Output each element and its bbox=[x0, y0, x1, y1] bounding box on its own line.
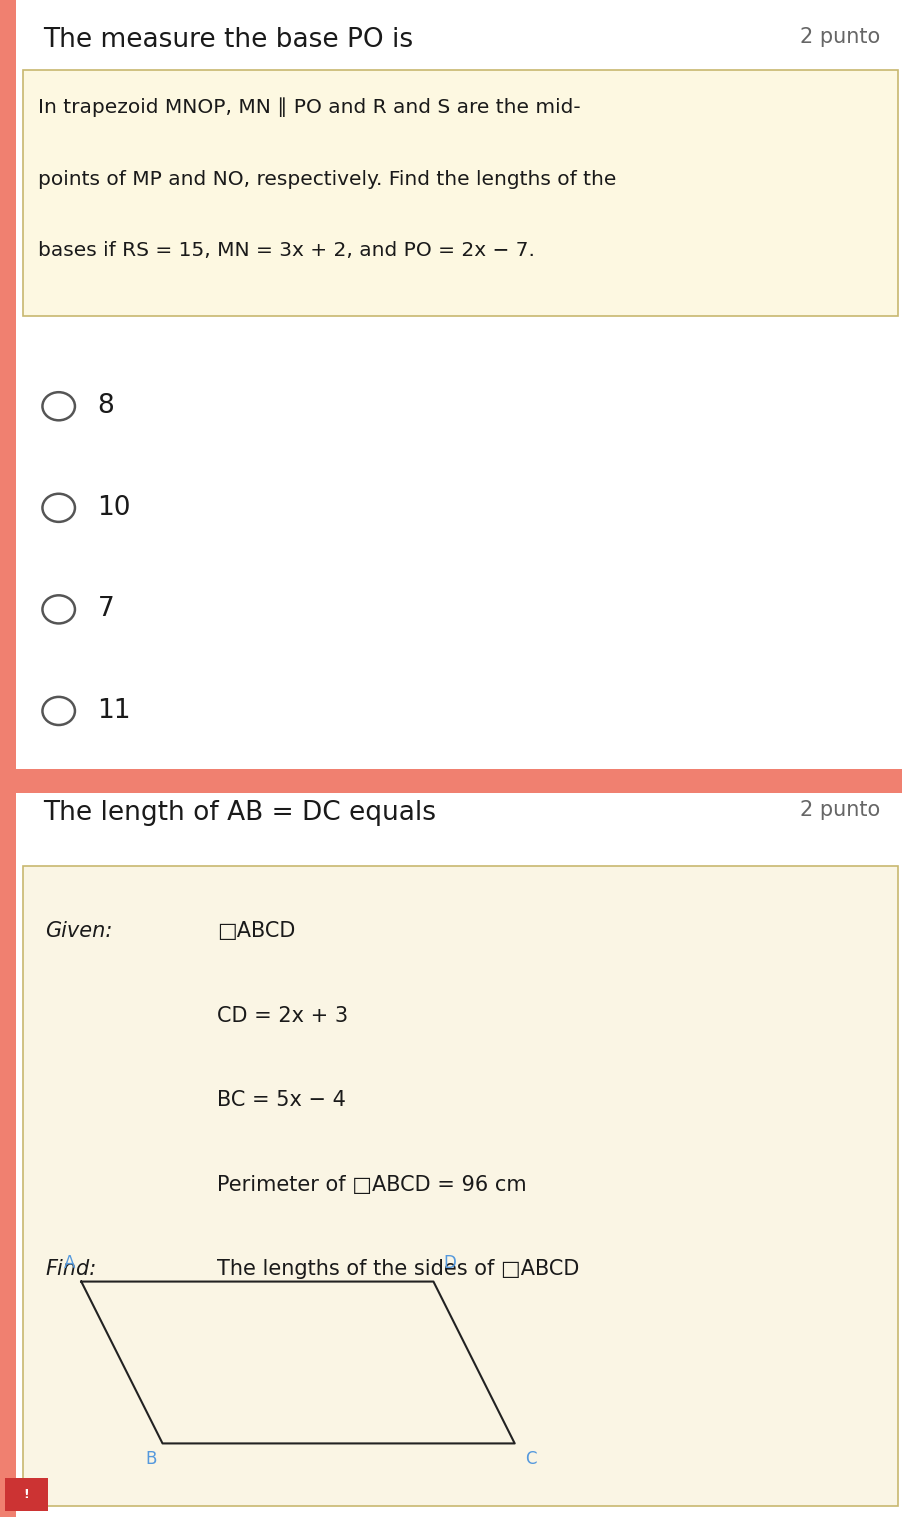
Text: CD = 2x + 3: CD = 2x + 3 bbox=[216, 1006, 347, 1025]
Text: □ABCD: □ABCD bbox=[216, 921, 295, 941]
Text: 7: 7 bbox=[97, 596, 115, 622]
Text: The lengths of the sides of □ABCD: The lengths of the sides of □ABCD bbox=[216, 1259, 578, 1279]
Text: B: B bbox=[145, 1450, 156, 1468]
Text: The measure the base PO is: The measure the base PO is bbox=[43, 27, 413, 53]
Text: 10: 10 bbox=[97, 495, 131, 520]
Text: bases if RS = 15, MN = 3x + 2, and PO = 2x − 7.: bases if RS = 15, MN = 3x + 2, and PO = … bbox=[38, 241, 534, 261]
Text: 11: 11 bbox=[97, 698, 131, 724]
Text: Perimeter of □ABCD = 96 cm: Perimeter of □ABCD = 96 cm bbox=[216, 1174, 526, 1195]
Text: C: C bbox=[524, 1450, 536, 1468]
Text: Find:: Find: bbox=[45, 1259, 97, 1279]
Bar bbox=[0, 0, 16, 781]
Bar bbox=[0, 781, 16, 1517]
FancyBboxPatch shape bbox=[23, 866, 897, 1506]
Text: Given:: Given: bbox=[45, 921, 113, 941]
Text: 8: 8 bbox=[97, 393, 115, 419]
Text: 2 punto: 2 punto bbox=[799, 799, 879, 819]
FancyBboxPatch shape bbox=[23, 70, 897, 317]
Text: In trapezoid MNOP, MN ∥ PO and R and S are the mid-: In trapezoid MNOP, MN ∥ PO and R and S a… bbox=[38, 97, 580, 117]
Text: The length of AB = DC equals: The length of AB = DC equals bbox=[43, 799, 436, 825]
Text: A: A bbox=[64, 1255, 75, 1271]
Text: BC = 5x − 4: BC = 5x − 4 bbox=[216, 1091, 345, 1110]
Text: 2 punto: 2 punto bbox=[799, 27, 879, 47]
FancyBboxPatch shape bbox=[5, 1478, 48, 1511]
Text: !: ! bbox=[23, 1488, 29, 1500]
Text: points of MP and NO, respectively. Find the lengths of the: points of MP and NO, respectively. Find … bbox=[38, 170, 616, 188]
Text: D: D bbox=[443, 1255, 456, 1271]
